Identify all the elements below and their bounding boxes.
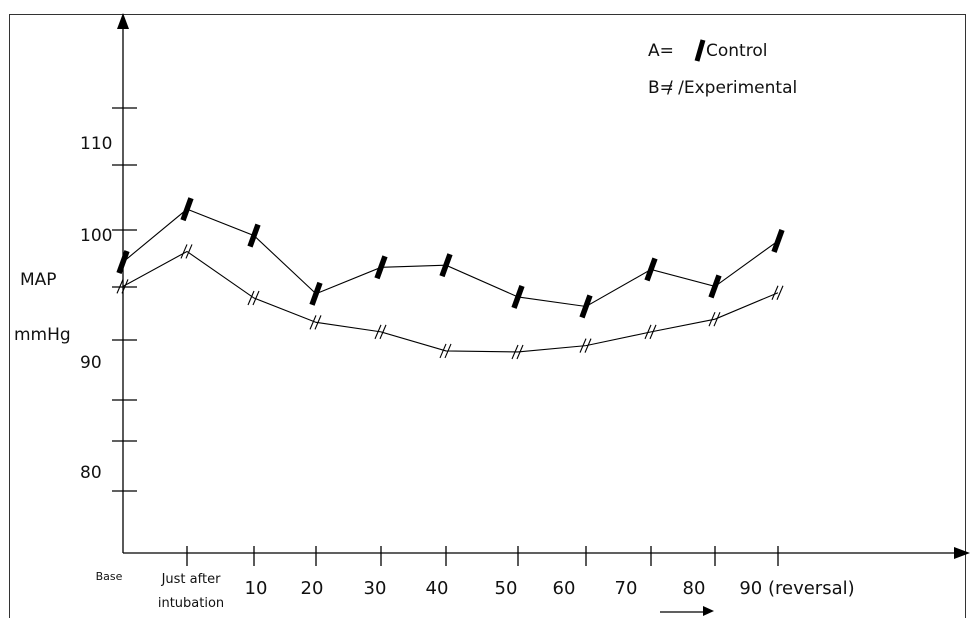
x-tick-label: 30 (364, 578, 387, 599)
x-axis-arrow (954, 547, 970, 559)
control-point-marker (579, 294, 593, 319)
control-point-marker (180, 197, 194, 222)
marker-slash (314, 315, 322, 330)
x-tick-label: intubation (158, 596, 224, 611)
chart-border (9, 14, 966, 618)
y-tick-labels: 80 90 100 110 (80, 134, 112, 483)
x-tick-label: Base (96, 570, 123, 583)
marker-slash (309, 315, 317, 330)
y-axis-arrow (117, 13, 129, 29)
control-point-marker (771, 228, 785, 253)
marker-slash (649, 324, 657, 340)
x-tick-label: 90 (reversal) (739, 578, 854, 599)
experimental-point-marker (309, 315, 322, 330)
control-point-marker (644, 257, 658, 282)
control-point-marker (247, 223, 261, 248)
experimental-point-marker (771, 285, 784, 300)
marker-slash (713, 311, 721, 327)
series-layer (116, 197, 785, 360)
marker-slash (579, 338, 587, 353)
marker-slash (252, 290, 260, 306)
time-arrow-head (703, 606, 714, 616)
x-tick-label: 60 (553, 578, 576, 599)
marker-slash (584, 338, 592, 353)
legend-a-prefix: A= (648, 41, 674, 61)
control-point-marker (309, 281, 323, 306)
marker-slash (247, 290, 255, 306)
legend-a-marker (694, 39, 706, 62)
legend-b-prefix: B= (648, 78, 674, 98)
x-tick-label: 70 (615, 578, 638, 599)
marker-slash (511, 344, 519, 360)
x-ticks (186, 546, 779, 566)
experimental-point-marker (708, 311, 721, 327)
series-b-experimental (116, 244, 784, 360)
marker-slash (185, 244, 193, 259)
y-tick-label-110: 110 (80, 134, 112, 154)
marker-slash (644, 324, 652, 340)
marker-slash (708, 311, 716, 327)
marker-slash (439, 343, 447, 359)
experimental-point-marker (579, 338, 592, 353)
y-axis-label-line2: mmHg (14, 325, 71, 345)
x-tick-label: 10 (245, 578, 268, 599)
x-tick-labels: Base Just after intubation 10 20 30 40 50 60 70 80… (96, 570, 855, 611)
marker-slash (444, 343, 452, 359)
experimental-point-marker (247, 290, 260, 306)
x-tick-label: 40 (426, 578, 449, 599)
legend: A= Control B= / /Experimental (648, 39, 797, 98)
experimental-point-marker (644, 324, 657, 340)
y-tick-label-100: 100 (80, 226, 112, 246)
series-a-control (116, 197, 785, 319)
x-tick-label: 20 (301, 578, 324, 599)
control-point-marker (511, 285, 525, 309)
x-tick-label: 80 (683, 578, 706, 599)
x-tick-label: Just after (161, 572, 221, 587)
experimental-point-marker (180, 244, 193, 259)
marker-slash (379, 324, 387, 340)
experimental-point-marker (116, 279, 129, 294)
marker-slash (180, 244, 188, 259)
x-tick-label: 50 (495, 578, 518, 599)
control-point-marker (708, 274, 722, 299)
y-tick-label-80: 80 (80, 463, 102, 483)
control-point-marker (374, 255, 388, 280)
y-ticks (112, 107, 137, 492)
legend-b-label: / /Experimental (667, 78, 797, 98)
marker-slash (116, 279, 124, 294)
experimental-point-marker (374, 324, 387, 340)
marker-slash (516, 344, 524, 360)
series-line-experimental (122, 250, 779, 353)
marker-slash (771, 285, 779, 300)
control-point-marker (116, 250, 130, 274)
y-tick-label-90: 90 (80, 353, 102, 373)
y-axis-label-line1: MAP (20, 270, 57, 290)
experimental-point-marker (511, 344, 524, 360)
marker-slash (776, 285, 784, 300)
control-point-marker (439, 253, 453, 278)
marker-slash (121, 279, 129, 294)
experimental-point-marker (439, 343, 452, 359)
marker-slash (374, 324, 382, 340)
legend-a-label: Control (706, 41, 767, 61)
